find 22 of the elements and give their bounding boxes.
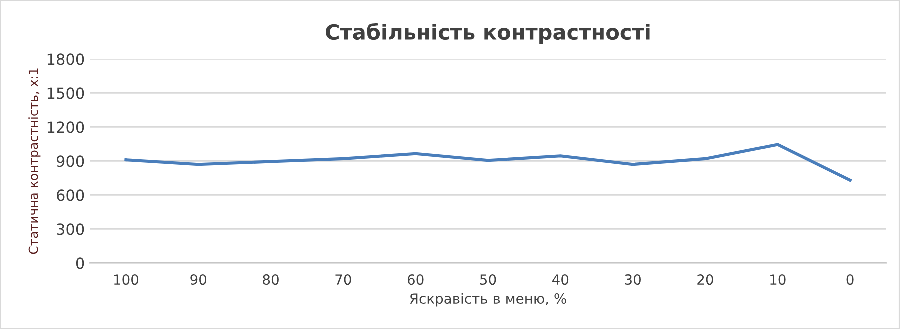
- x-tick-label: 40: [552, 274, 569, 286]
- x-tick-label: 50: [480, 274, 496, 286]
- x-tick-label: 10: [770, 274, 786, 286]
- y-tick-label: 1200: [48, 122, 84, 134]
- y-tick-label: 300: [57, 224, 84, 236]
- chart-title: Стабільність контрастності: [326, 23, 650, 44]
- x-tick-label: 100: [114, 274, 139, 286]
- x-axis-title: Яскравість в меню, %: [410, 293, 566, 307]
- y-tick-label: 900: [56, 156, 84, 168]
- x-tick-label: 70: [336, 274, 352, 286]
- y-tick-label: 1500: [48, 88, 84, 100]
- y-tick-label: 1800: [48, 54, 84, 66]
- x-tick-label: 0: [846, 274, 854, 286]
- y-axis-title: Статична контрастність, x:1: [28, 68, 41, 254]
- x-tick-label: 30: [625, 274, 641, 286]
- x-tick-label: 20: [698, 274, 714, 286]
- x-tick-label: 90: [190, 274, 207, 286]
- x-tick-label: 60: [408, 274, 424, 286]
- line-series: [124, 143, 852, 182]
- x-tick-label: 80: [263, 274, 279, 286]
- y-tick-label: 600: [57, 190, 84, 202]
- y-tick-label: 0: [76, 258, 84, 270]
